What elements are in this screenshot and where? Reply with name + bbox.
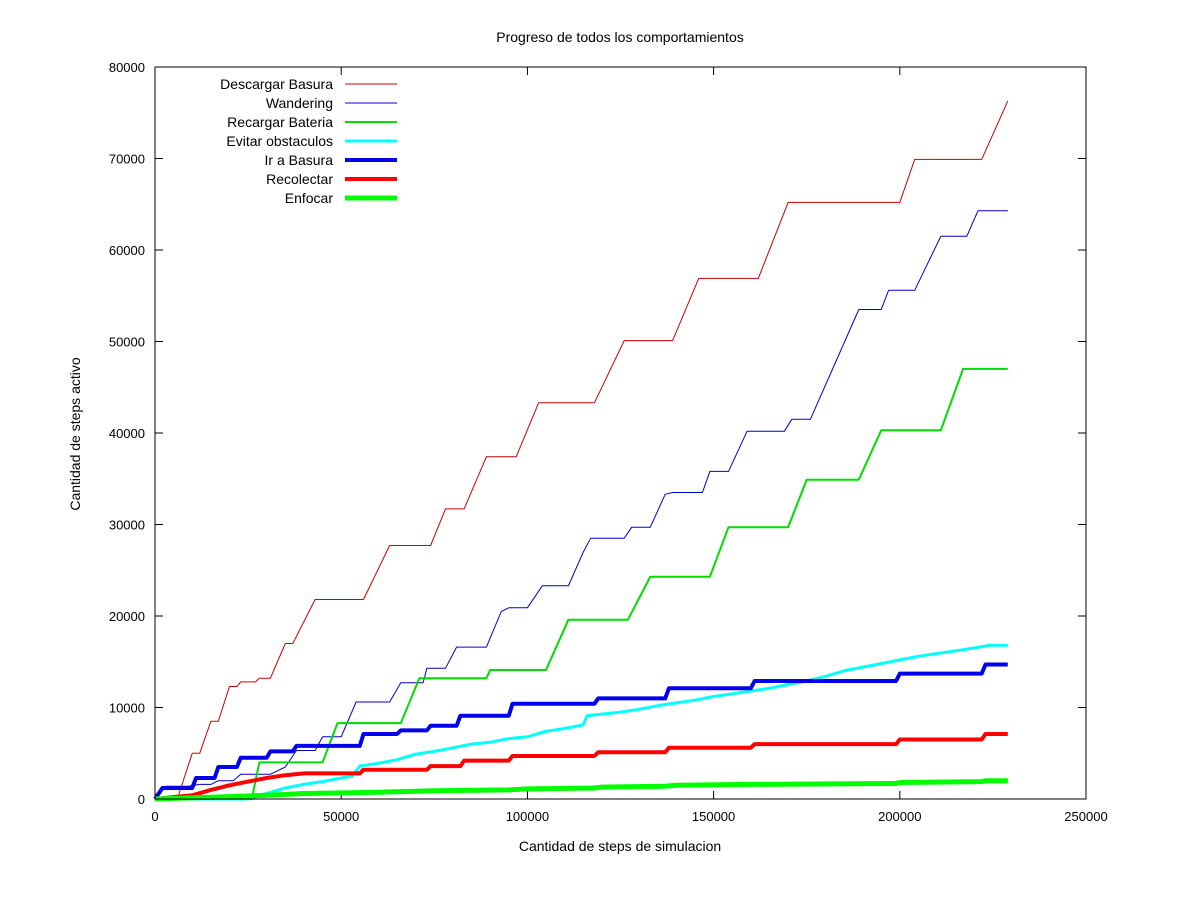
x-tick-label: 100000	[506, 809, 549, 824]
legend-label: Enfocar	[285, 190, 334, 206]
legend-label: Ir a Basura	[265, 152, 334, 168]
x-tick-label: 200000	[878, 809, 921, 824]
x-axis-label: Cantidad de steps de simulacion	[519, 838, 721, 854]
y-tick-label: 40000	[109, 426, 145, 441]
y-tick-label: 30000	[109, 518, 145, 533]
y-tick-label: 0	[138, 792, 145, 807]
y-axis-label: Cantidad de steps activo	[67, 357, 83, 511]
legend-label: Recolectar	[266, 171, 333, 187]
x-tick-label: 0	[151, 809, 158, 824]
y-tick-label: 60000	[109, 243, 145, 258]
y-tick-label: 20000	[109, 609, 145, 624]
legend-label: Evitar obstaculos	[226, 133, 333, 149]
y-tick-label: 70000	[109, 152, 145, 167]
x-tick-label: 150000	[692, 809, 735, 824]
legend-label: Recargar Bateria	[227, 114, 333, 130]
legend-label: Descargar Basura	[220, 76, 333, 92]
y-tick-label: 10000	[109, 701, 145, 716]
legend-label: Wandering	[266, 95, 333, 111]
y-tick-label: 80000	[109, 60, 145, 75]
x-tick-label: 50000	[323, 809, 359, 824]
y-tick-label: 50000	[109, 335, 145, 350]
x-tick-label: 250000	[1064, 809, 1107, 824]
chart-title: Progreso de todos los comportamientos	[496, 29, 743, 45]
